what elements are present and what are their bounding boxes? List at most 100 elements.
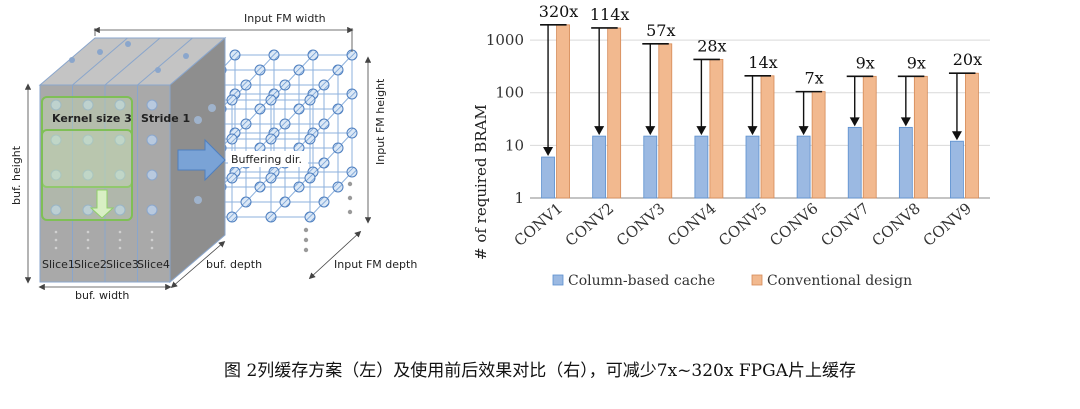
slice-label-3: Slice3 [106,258,139,271]
input-fm-width-label: Input FM width [244,12,326,25]
ratio-arrow-head-icon [951,131,962,141]
fm-node [254,181,266,193]
bar-conventional-conv7 [862,75,877,199]
fm-node [265,133,277,145]
ellipsis-dot [118,246,122,250]
buffering-direction-label: Buffering dir. [231,153,302,166]
slice-label-2: Slice2 [74,258,107,271]
buffer-node [50,99,62,111]
buffer-node [114,99,126,111]
bar-column-based-conv4 [694,135,709,199]
ellipsis-dot [347,181,353,187]
ratio-label-conv4: 28x [697,36,726,55]
ratio-label-conv2: 114x [590,5,630,24]
buffer-node [146,99,158,111]
buffer-node [114,134,126,146]
ratio-label-conv7: 9x [856,53,875,72]
buffering-direction-arrow-icon [177,138,226,182]
bar-column-based-conv5 [745,135,760,199]
fm-node [304,211,316,223]
grid-line [309,171,353,218]
ellipsis-dot [54,238,58,242]
bar-conventional-conv8 [913,75,928,199]
fm-node [254,103,266,115]
chart-y-axis-label: # of required BRAM [472,104,490,260]
bar-conventional-conv9 [965,72,979,199]
x-tick-label-conv9: CONV9 [920,199,975,250]
buffer-node [82,134,94,146]
stride-down-arrow-icon [89,189,115,219]
fm-node [332,64,344,76]
ratio-arrow-head-icon [798,126,809,136]
fm-node [304,94,316,106]
buffer-node [146,204,158,216]
legend-swatch-conventional [751,274,763,286]
fm-node [226,172,238,184]
buf-width-label: buf. width [75,289,129,302]
legend-label-conventional: Conventional design [767,273,912,289]
bram-bar-chart: 320x 114x 57x 28x 14x 7x 9x 9x 20x 1 10 100 1000 CO… [472,2,990,289]
buffer-node [50,204,62,216]
bar-conventional-conv2 [607,27,622,199]
y-tick-label: 1000 [486,31,524,49]
fm-node [318,196,330,208]
buffer-node [50,169,62,181]
column-cache-diagram: Kernel size 3 Stride 1 Slice1 Slice2 Sli… [10,12,417,302]
bar-column-based-conv1 [541,156,555,199]
bar-conventional-conv4 [709,59,724,199]
fm-node [318,118,330,130]
fm-node [304,133,316,145]
x-tick-label-conv2: CONV2 [562,199,617,250]
fm-node [332,181,344,193]
ellipsis-dot [86,238,90,242]
kernel-size-label: Kernel size 3 [52,112,132,125]
ellipsis-dot [54,246,58,250]
ratio-label-conv3: 57x [646,21,675,40]
x-tick-label-conv6: CONV6 [766,199,821,250]
input-fm-height-label: Input FM height [374,78,387,165]
ratio-label-conv6: 7x [805,69,824,88]
ellipsis-dot [150,238,154,242]
slice-label-1: Slice1 [42,258,75,271]
fm-node [240,196,252,208]
legend-label-column: Column-based cache [568,273,715,289]
ellipsis-dot [347,195,353,201]
bar-column-based-conv2 [592,135,607,199]
fm-node [265,211,277,223]
legend-swatch-column [552,274,564,286]
buffer-top-node [155,67,161,73]
ellipsis-dot [150,246,154,250]
buffer-node [146,169,158,181]
buffer-side-node [208,104,216,112]
fm-node [226,94,238,106]
fm-node [318,79,330,91]
input-fm-depth-label: Input FM depth [334,258,417,271]
fm-node [279,79,291,91]
chart-legend: Column-based cache Conventional design [552,273,912,289]
chart-y-ticks: 1 10 100 1000 [486,31,524,207]
buffer-side-node [194,196,202,204]
fm-node [254,64,266,76]
buffer-node [146,134,158,146]
fm-node [332,103,344,115]
y-tick-label: 1 [514,189,524,207]
buffer-node [82,99,94,111]
ellipsis-dot [303,247,309,253]
ellipsis-dot [118,238,122,242]
ellipsis-dot [303,227,309,233]
y-tick-label: 10 [505,136,524,154]
fm-node [293,103,305,115]
buffer-top-node [97,49,103,55]
buf-height-label: buf. height [10,145,23,205]
x-tick-label-conv8: CONV8 [868,199,923,250]
x-tick-label-conv4: CONV4 [664,199,719,250]
chart-grid [530,39,990,199]
slice-label-4: Slice4 [137,258,170,271]
buffer-node [114,204,126,216]
bar-column-based-conv8 [898,126,913,199]
ratio-label-conv1: 320x [539,2,579,21]
buffer-top-node [125,41,131,47]
fm-node [265,94,277,106]
ratio-arrow-head-icon [696,126,707,136]
